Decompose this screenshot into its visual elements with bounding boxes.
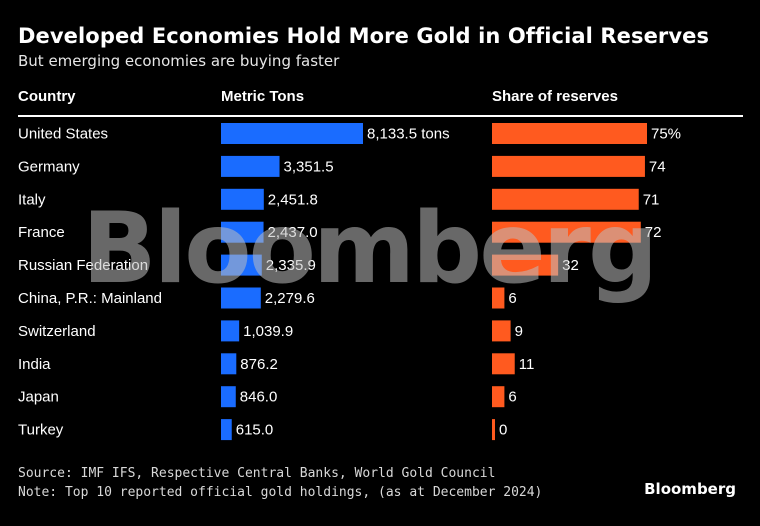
share-value-label: 32 [562, 257, 579, 274]
share-value-label: 74 [649, 158, 666, 175]
tons-value-label: 876.2 [240, 356, 278, 373]
tons-value-label: 1,039.9 [243, 323, 293, 340]
share-bar [492, 419, 495, 441]
category-label: Italy [18, 191, 46, 208]
share-bar [492, 254, 559, 276]
tons-bar [221, 386, 236, 408]
share-value-label: 72 [645, 224, 662, 241]
category-label: Russian Federation [18, 257, 148, 274]
tons-bar [221, 221, 264, 243]
share-value-label: 6 [508, 389, 516, 406]
category-label: Turkey [18, 422, 64, 439]
share-value-label: 75% [651, 126, 681, 143]
source-text: Source: IMF IFS, Respective Central Bank… [18, 466, 496, 481]
column-header-metric-tons: Metric Tons [221, 88, 305, 105]
tons-bar [221, 287, 261, 309]
tons-value-label: 3,351.5 [284, 158, 334, 175]
category-label: China, P.R.: Mainland [18, 290, 162, 307]
tons-value-label: 2,437.0 [268, 224, 318, 241]
share-bar [492, 123, 647, 144]
tons-bar [221, 254, 262, 276]
share-value-label: 9 [515, 323, 523, 340]
share-bar [492, 221, 641, 243]
category-label: India [18, 356, 51, 373]
tons-value-label: 2,451.8 [268, 191, 318, 208]
header-divider [18, 115, 743, 117]
share-bar [492, 155, 645, 177]
column-header-country: Country [18, 88, 76, 105]
share-bar [492, 287, 505, 309]
category-label: Switzerland [18, 323, 96, 340]
note-text: Note: Top 10 reported official gold hold… [18, 485, 543, 500]
share-bar [492, 320, 511, 342]
share-bar [492, 188, 639, 210]
tons-bar [221, 419, 232, 441]
tons-bar [221, 320, 240, 342]
share-value-label: 0 [499, 422, 507, 439]
chart-subtitle: But emerging economies are buying faster [18, 52, 340, 70]
tons-bar [221, 155, 280, 177]
category-label: Japan [18, 389, 59, 406]
tons-value-label: 2,335.9 [266, 257, 316, 274]
source-note: Source: IMF IFS, Respective Central Bank… [18, 464, 542, 502]
category-label: Germany [18, 158, 80, 175]
tons-value-label: 8,133.5 tons [367, 126, 450, 143]
category-label: France [18, 224, 65, 241]
tons-value-label: 615.0 [236, 422, 274, 439]
chart-title: Developed Economies Hold More Gold in Of… [18, 24, 710, 48]
tons-value-label: 846.0 [240, 389, 278, 406]
column-header-share: Share of reserves [492, 88, 618, 105]
share-value-label: 71 [643, 191, 660, 208]
bloomberg-logo: Bloomberg [644, 480, 736, 498]
tons-bar [221, 188, 264, 210]
share-value-label: 6 [508, 290, 516, 307]
share-value-label: 11 [519, 356, 535, 373]
share-bar [492, 353, 515, 375]
tons-value-label: 2,279.6 [265, 290, 315, 307]
category-label: United States [18, 126, 108, 143]
share-bar [492, 386, 505, 408]
tons-bar [221, 353, 237, 375]
tons-bar [221, 123, 363, 144]
